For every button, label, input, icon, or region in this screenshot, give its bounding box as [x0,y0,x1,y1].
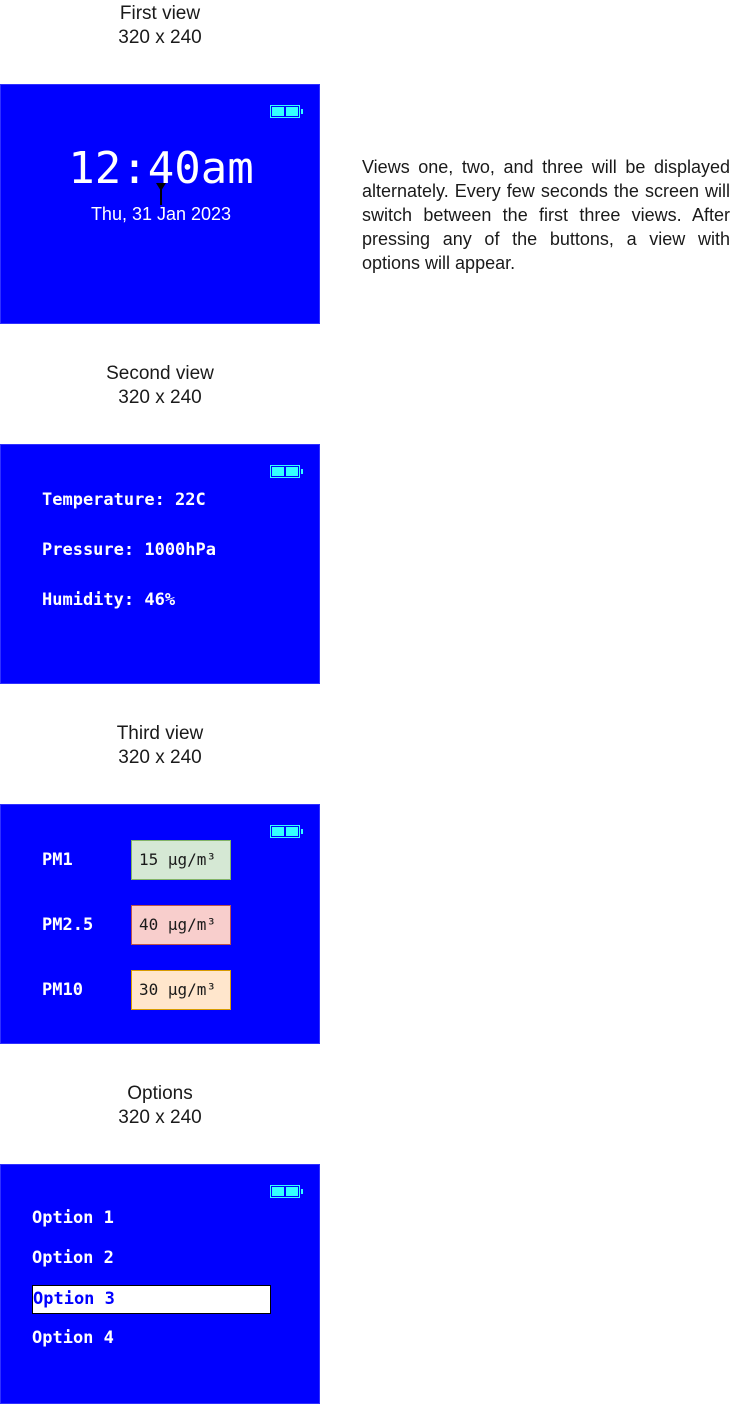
options-view-screen: Option 1 Option 2 Option 3 Option 4 [0,1164,320,1404]
second-view-screen: Temperature: 22C Pressure: 1000hPa Humid… [0,444,320,684]
clock-date: Thu, 31 Jan 2023 [90,204,232,224]
third-view-title: Third view [116,723,204,744]
pm1-label: PM1 [42,850,73,870]
pm25-value-box: 40 µg/m³ [131,905,231,945]
humidity-reading: Humidity: 46% [42,590,176,610]
temperature-reading: Temperature: 22C [42,490,206,510]
pm10-label: PM10 [42,980,83,1000]
option-3-selected[interactable]: Option 3 [32,1285,271,1314]
pm1-value-box: 15 µg/m³ [131,840,231,880]
options-view-caption: Options 320 x 240 [0,1082,320,1130]
first-view-size: 320 x 240 [118,27,202,48]
option-1[interactable]: Option 1 [32,1208,114,1228]
second-view-size: 320 x 240 [118,387,202,408]
battery-icon [270,465,303,478]
first-view-caption: First view 320 x 240 [0,2,320,50]
options-view-size: 320 x 240 [118,1107,202,1128]
battery-icon [270,1185,303,1198]
options-view-title: Options [127,1083,193,1104]
pm10-value-box: 30 µg/m³ [131,970,231,1010]
option-2[interactable]: Option 2 [32,1248,114,1268]
second-view-caption: Second view 320 x 240 [0,362,320,410]
cursor-stem [160,185,162,205]
third-view-size: 320 x 240 [118,747,202,768]
battery-icon [270,825,303,838]
views-description: Views one, two, and three will be displa… [362,157,730,273]
pm25-label: PM2.5 [42,915,94,935]
third-view-screen: PM1 15 µg/m³ PM2.5 40 µg/m³ PM10 30 µg/m… [0,804,320,1044]
battery-icon [270,105,303,118]
first-view-screen: 12:40am Thu, 31 Jan 2023 [0,84,320,324]
option-4[interactable]: Option 4 [32,1328,114,1348]
third-view-caption: Third view 320 x 240 [0,722,320,770]
second-view-title: Second view [106,363,214,384]
pressure-reading: Pressure: 1000hPa [42,540,216,560]
first-view-title: First view [119,3,201,24]
